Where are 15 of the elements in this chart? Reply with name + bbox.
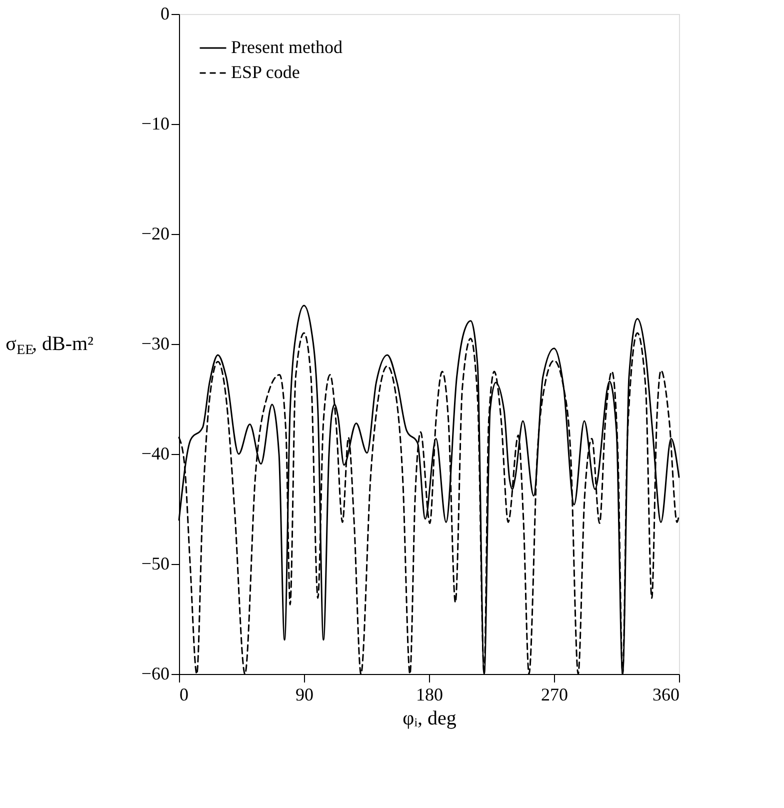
y-tick-label: −40	[141, 444, 170, 464]
y-tick-label: −60	[141, 664, 170, 684]
y-tick-label: −10	[141, 114, 170, 134]
x-axis-title: φᵢ, deg	[402, 708, 456, 730]
legend-label: ESP code	[231, 62, 300, 82]
legend-label: Present method	[231, 37, 342, 57]
y-tick-label: 0	[160, 4, 170, 24]
x-tick-label: 180	[416, 684, 443, 704]
x-tick-label: 90	[296, 684, 314, 704]
x-tick-label: 360	[652, 684, 680, 704]
y-tick-label: −20	[141, 224, 170, 244]
x-tick-label: 270	[541, 684, 568, 704]
y-tick-label: −30	[141, 334, 170, 354]
x-tick-label: 0	[180, 684, 188, 704]
y-tick-label: −50	[141, 554, 170, 574]
